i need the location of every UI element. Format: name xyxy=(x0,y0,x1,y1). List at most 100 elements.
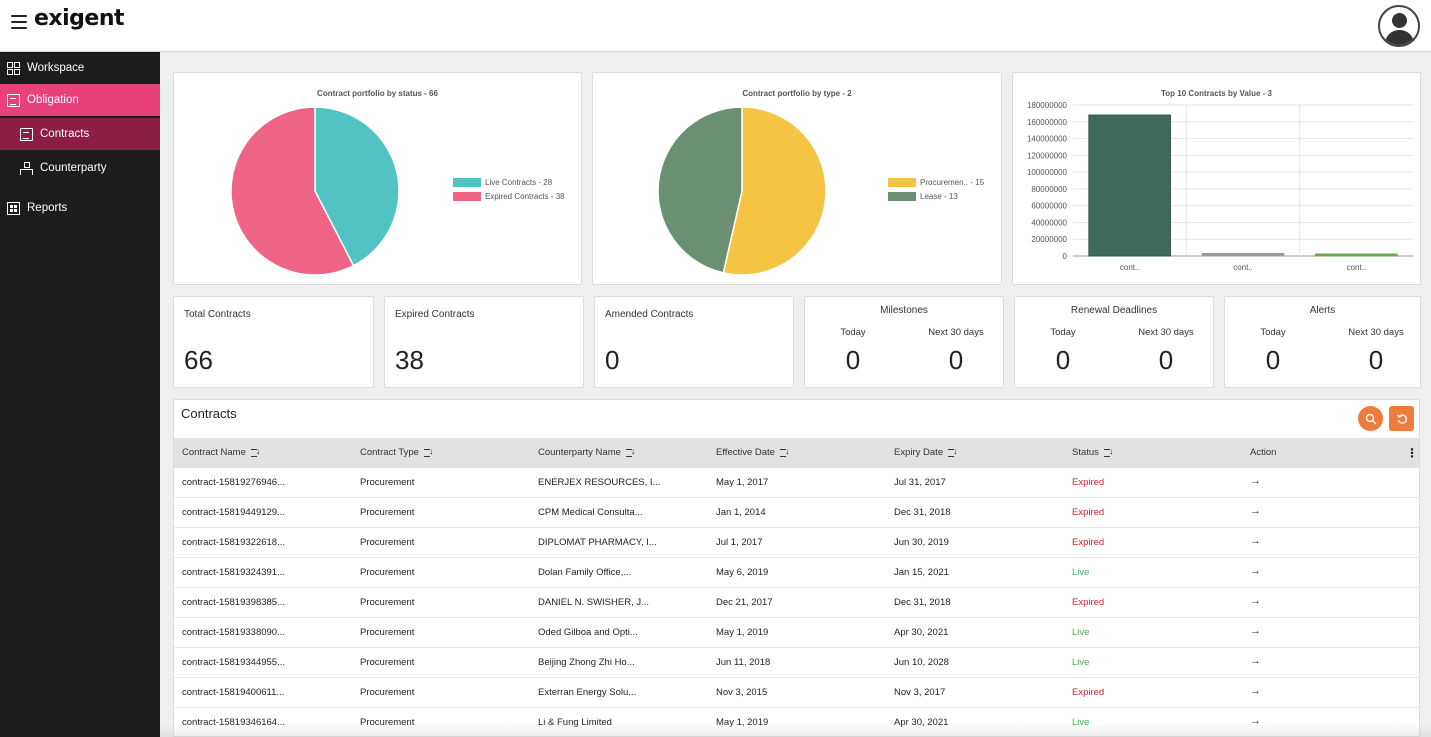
column-header-contract-type[interactable]: Contract Type xyxy=(360,446,434,459)
refresh-icon xyxy=(1396,413,1407,424)
table-row[interactable]: contract-15819322618... Procurement DIPLOM… xyxy=(174,528,1419,558)
y-tick-label: 100000000 xyxy=(1027,168,1068,177)
sidebar-item-reports[interactable]: Reports xyxy=(0,192,160,224)
arrow-right-icon[interactable]: → xyxy=(1250,685,1261,697)
arrow-right-icon[interactable]: → xyxy=(1250,565,1261,577)
column-header-action: Action xyxy=(1250,447,1276,458)
sort-icon[interactable] xyxy=(423,446,434,457)
effective-date-cell: Dec 21, 2017 xyxy=(716,597,773,608)
table-row[interactable]: contract-15819400611... Procurement Exterr… xyxy=(174,678,1419,708)
renewal-deadlines-card[interactable]: Renewal Deadlines Today Next 30 days 0 0 xyxy=(1014,296,1214,388)
table-row[interactable]: contract-15819338090... Procurement Oded G… xyxy=(174,618,1419,648)
expiry-date-cell: Jul 31, 2017 xyxy=(894,477,946,488)
sidebar-item-obligation[interactable]: Obligation xyxy=(0,84,160,116)
bar[interactable] xyxy=(1201,252,1285,257)
amended-contracts-card[interactable]: Amended Contracts 0 xyxy=(594,296,794,388)
hamburger-menu-icon[interactable] xyxy=(11,15,27,29)
expiry-date-cell: Jun 10, 2028 xyxy=(894,657,949,668)
total-contracts-card[interactable]: Total Contracts 66 xyxy=(173,296,374,388)
status-cell: Live xyxy=(1072,657,1090,668)
milestones-card[interactable]: Milestones Today Next 30 days 0 0 xyxy=(804,296,1004,388)
table-row[interactable]: contract-15819324391... Procurement Dolan … xyxy=(174,558,1419,588)
contract-type-cell: Procurement xyxy=(360,687,415,698)
sidebar-item-workspace[interactable]: Workspace xyxy=(0,52,160,84)
effective-date-cell: Jun 11, 2018 xyxy=(716,657,771,668)
sidebar-item-contracts[interactable]: Contracts xyxy=(0,118,160,150)
reset-button[interactable] xyxy=(1389,406,1414,431)
pie-slice-procurement[interactable] xyxy=(722,106,827,276)
arrow-right-icon[interactable]: → xyxy=(1250,505,1261,517)
arrow-right-icon[interactable]: → xyxy=(1250,625,1261,637)
y-tick-label: 140000000 xyxy=(1027,135,1068,144)
table-row[interactable]: contract-15819398385... Procurement DANIEL… xyxy=(174,588,1419,618)
table-row[interactable]: contract-15819344955... Procurement Beijin… xyxy=(174,648,1419,678)
table-row[interactable]: contract-15819449129... Procurement CPM Me… xyxy=(174,498,1419,528)
column-header-effective-date[interactable]: Effective Date xyxy=(716,446,790,459)
document-icon xyxy=(7,93,20,107)
counterparty-name-cell: CPM Medical Consulta... xyxy=(538,507,643,518)
pie-slice-expired[interactable] xyxy=(230,106,355,276)
arrow-right-icon[interactable]: → xyxy=(1250,655,1261,667)
today-label: Today xyxy=(1260,327,1286,338)
today-label: Today xyxy=(1050,327,1076,338)
bar[interactable] xyxy=(1315,253,1398,257)
y-tick-label: 60000000 xyxy=(1031,202,1067,211)
sort-icon[interactable] xyxy=(625,446,636,457)
contract-name-cell: contract-15819276946... xyxy=(182,477,285,488)
arrow-right-icon[interactable]: → xyxy=(1250,535,1261,547)
type-chart-card: Contract portfolio by type - 2 Procureme… xyxy=(592,72,1002,285)
hierarchy-icon xyxy=(20,161,33,175)
legend-swatch xyxy=(888,192,916,201)
table-row[interactable]: contract-15819346164... Procurement Li & F… xyxy=(174,708,1419,736)
expiry-date-cell: Dec 31, 2018 xyxy=(894,507,951,518)
sidebar-item-counterparty[interactable]: Counterparty xyxy=(0,152,160,184)
sort-icon[interactable] xyxy=(1103,446,1114,457)
stat-label: Total Contracts xyxy=(184,309,251,320)
table-header: Contract Name Contract Type Counterparty… xyxy=(174,438,1419,468)
user-avatar-icon[interactable] xyxy=(1378,5,1420,47)
chart-title: Contract portfolio by type - 2 xyxy=(742,89,852,98)
contract-type-cell: Procurement xyxy=(360,567,415,578)
sidebar-item-label: Contracts xyxy=(40,128,90,140)
legend-item-expired[interactable]: Expired Contracts - 38 xyxy=(453,192,565,201)
status-cell: Expired xyxy=(1072,687,1105,698)
contract-type-cell: Procurement xyxy=(360,657,415,668)
stat-value: 38 xyxy=(395,345,424,375)
more-options-icon[interactable]: ⋮ xyxy=(1406,446,1418,460)
type-pie-chart xyxy=(657,106,827,276)
sidebar-item-label: Counterparty xyxy=(40,162,107,174)
arrow-right-icon[interactable]: → xyxy=(1250,475,1261,487)
sort-icon[interactable] xyxy=(948,446,958,457)
column-header-expiry-date[interactable]: Expiry Date xyxy=(894,446,958,459)
legend-label: Live Contracts - 28 xyxy=(485,178,553,187)
pie-slice-lease[interactable] xyxy=(657,106,743,274)
arrow-right-icon[interactable]: → xyxy=(1250,595,1261,607)
today-value: 0 xyxy=(1265,345,1281,375)
expired-contracts-card[interactable]: Expired Contracts 38 xyxy=(384,296,584,388)
status-cell: Live xyxy=(1072,567,1090,578)
search-button[interactable] xyxy=(1358,406,1383,431)
y-tick-label: 40000000 xyxy=(1031,218,1067,227)
effective-date-cell: Jan 1, 2014 xyxy=(716,507,766,518)
exigent-logo[interactable]: exigent xyxy=(34,6,125,31)
status-cell: Live xyxy=(1072,627,1090,638)
contract-name-cell: contract-15819322618... xyxy=(182,537,285,548)
alerts-card[interactable]: Alerts Today Next 30 days 0 0 xyxy=(1224,296,1421,388)
sort-icon[interactable] xyxy=(250,446,261,457)
arrow-right-icon[interactable]: → xyxy=(1250,715,1261,727)
expiry-date-cell: Jun 30, 2019 xyxy=(894,537,949,548)
legend-item-procurement[interactable]: Procuremen.. - 15 xyxy=(888,178,984,187)
milestones-title: Milestones xyxy=(880,305,928,316)
pie-slice-live[interactable] xyxy=(314,106,400,267)
column-header-contract-name[interactable]: Contract Name xyxy=(182,446,261,459)
bar[interactable] xyxy=(1088,114,1171,257)
table-row[interactable]: contract-15819276946... Procurement ENERJE… xyxy=(174,468,1419,498)
column-header-counterparty-name[interactable]: Counterparty Name xyxy=(538,446,636,459)
sort-icon[interactable] xyxy=(779,446,790,457)
stat-label: Amended Contracts xyxy=(605,309,694,320)
legend-item-live[interactable]: Live Contracts - 28 xyxy=(453,178,565,187)
legend-item-lease[interactable]: Lease - 13 xyxy=(888,192,984,201)
report-icon xyxy=(7,201,20,215)
column-header-status[interactable]: Status xyxy=(1072,446,1114,459)
next-30-days-value: 0 xyxy=(948,345,964,375)
